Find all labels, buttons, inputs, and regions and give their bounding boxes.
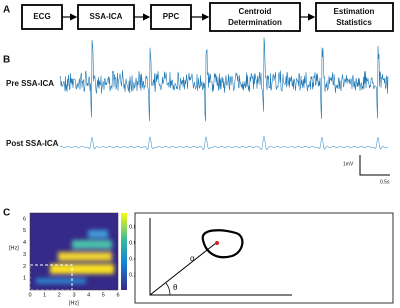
pre-signal: [59, 37, 389, 122]
y-tick-label: 2: [23, 264, 26, 270]
heatmap-frame: [29, 212, 119, 291]
colorbar: [121, 213, 127, 290]
x-tick-label: 5: [102, 292, 105, 298]
y-tick-label: 6: [23, 216, 26, 222]
alpha-label: α: [190, 254, 195, 263]
step-box: [21, 4, 63, 30]
scale-y-label: 1mV: [343, 161, 354, 167]
panel-label: A: [3, 5, 10, 16]
post-signal: [59, 135, 389, 151]
heatmap-blob: [50, 264, 114, 274]
step-label: Estimation: [334, 7, 375, 16]
step-label: Centroid: [239, 7, 272, 16]
step-label: SSA-ICA: [90, 12, 123, 21]
colorbar-tick: 0.8: [129, 224, 137, 230]
centroid-diagram: α θ: [134, 212, 394, 304]
colorbar-tick: 0.2: [129, 272, 137, 278]
x-tick-label: 3: [72, 292, 75, 298]
panel-label: C: [3, 208, 10, 219]
axis-ticks: 0 1 2 3 4 5 6 1 2 3 4 5 6: [23, 216, 120, 298]
y-tick-label: 1: [23, 276, 26, 282]
scale-bar-line: [359, 155, 390, 176]
x-tick-label: 0: [28, 292, 31, 298]
heatmap-bg: [30, 213, 118, 290]
centroid: [215, 241, 219, 245]
theta-label: θ: [173, 283, 178, 292]
colorbar-tick: 0.6: [129, 240, 137, 246]
step-label: PPC: [163, 12, 180, 21]
selection-box: [30, 264, 73, 290]
x-tick-label: 2: [58, 292, 61, 298]
step-label: Statistics: [336, 18, 372, 27]
y-tick-label: 5: [23, 228, 26, 234]
colorbar-tick: 0.4: [129, 256, 137, 262]
y-tick-label: 3: [23, 252, 26, 258]
step-box: [150, 4, 192, 30]
x-tick-label: 4: [87, 292, 90, 298]
step-label: Determination: [228, 18, 282, 27]
y-axis-label: [Hz]: [9, 245, 19, 251]
x-tick-label: 1: [43, 292, 46, 298]
y-tick-label: 4: [23, 240, 26, 246]
x-tick-label: 6: [116, 292, 119, 298]
scale-x-label: 0.5s: [380, 179, 390, 185]
trace-label: Post SSA-ICA: [6, 139, 59, 148]
step-box: [315, 2, 394, 32]
diagram-frame: [134, 212, 394, 304]
panel-label: B: [3, 55, 10, 66]
scale-bar: 1mV 0.5s: [343, 155, 390, 185]
step-box: [77, 4, 135, 30]
heatmap-blob: [88, 230, 108, 238]
angle-arc: [165, 282, 171, 296]
vector: [149, 242, 217, 296]
trace-label: Pre SSA-ICA: [6, 79, 54, 88]
heatmap-blob: [36, 278, 86, 284]
heatmap-blob: [72, 240, 112, 249]
contour: [201, 229, 244, 259]
heatmap-blob: [58, 252, 112, 261]
flowchart: ECG SSA-ICA PPC Centroid Determination E…: [21, 2, 394, 32]
x-axis-label: [Hz]: [69, 300, 79, 306]
step-label: ECG: [33, 12, 50, 21]
heatmap: [30, 213, 118, 290]
